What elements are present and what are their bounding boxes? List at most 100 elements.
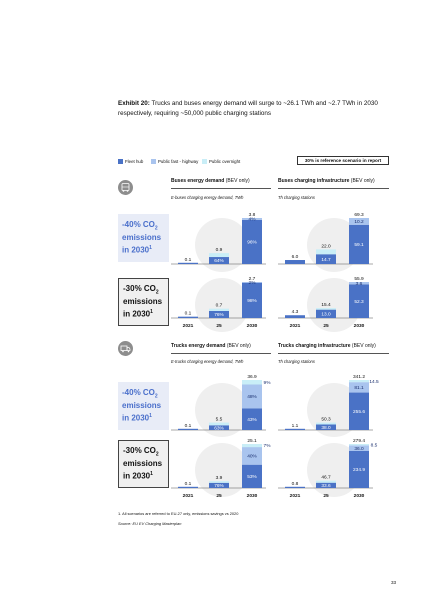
buses-infra-title-text: Buses charging infrastructure bbox=[278, 178, 350, 184]
bar-segment-overnight bbox=[209, 481, 229, 483]
bar-segment-fleet bbox=[349, 224, 369, 264]
bar-total-label: 0.1 bbox=[185, 423, 192, 429]
buses-demand-title-text: Buses energy demand bbox=[171, 178, 225, 184]
bar-segment-overnight bbox=[209, 253, 229, 258]
x-tick-label: 25 bbox=[216, 323, 222, 329]
bar-segment-overnight bbox=[316, 308, 336, 310]
bar-total-label: 279.4 bbox=[353, 438, 365, 444]
legend-swatch-fast bbox=[151, 159, 156, 164]
bar-segment-overnight bbox=[316, 480, 336, 483]
bar-segment-fleet bbox=[316, 424, 336, 430]
bar-label-fleet: 98% bbox=[247, 298, 257, 304]
bar-total-label: 46.7 bbox=[321, 475, 331, 481]
buses-demand-subtitle: E-buses charging energy demand, TWh bbox=[171, 195, 244, 200]
divider bbox=[278, 188, 389, 189]
bar-segment-fleet bbox=[316, 309, 336, 318]
buses-infra-unit: (BEV only) bbox=[350, 178, 375, 184]
bar-label-fleet: 59.1 bbox=[354, 242, 364, 248]
bar-segment-fleet bbox=[242, 408, 262, 430]
page-number: 33 bbox=[391, 580, 397, 585]
bar-segment-fleet bbox=[209, 257, 229, 264]
bar-segment-fleet bbox=[285, 315, 305, 318]
bar-segment-fleet bbox=[209, 482, 229, 488]
x-tick-label: 2030 bbox=[247, 323, 258, 329]
legend-label-overnight: Public overnight bbox=[209, 159, 241, 164]
x-tick-label: 25 bbox=[323, 323, 329, 329]
bar-total-label: 15.4 bbox=[321, 302, 331, 308]
bar-total-label: 50.3 bbox=[321, 417, 331, 423]
bar-segment-fleet bbox=[285, 486, 305, 488]
bar-label-fleet: 53% bbox=[247, 474, 257, 480]
x-tick-label: 2030 bbox=[354, 493, 365, 499]
divider bbox=[171, 188, 271, 189]
trucks-demand-title-text: Trucks energy demand bbox=[171, 343, 226, 349]
divider bbox=[278, 353, 389, 354]
bar-segment-overnight bbox=[316, 249, 336, 255]
bar-label-fleet: 63% bbox=[214, 425, 224, 431]
bar-label-fleet: 64% bbox=[214, 258, 224, 264]
bar-segment-fleet bbox=[209, 425, 229, 430]
bar-label-fleet: 43% bbox=[247, 417, 257, 423]
bar-segment-fast bbox=[242, 218, 262, 220]
trucks-demand-title: Trucks energy demand (BEV only) bbox=[171, 343, 251, 349]
bar-label-fast: 40% bbox=[247, 454, 257, 460]
bar-total-label: 0.8 bbox=[292, 481, 299, 487]
trucks-demand-subtitle: E-trucks charging energy demand, TWh bbox=[171, 359, 244, 364]
trucks-infra-unit: (BEV only) bbox=[351, 343, 376, 349]
bar-label-overnight: 14.5 bbox=[369, 379, 379, 385]
bar-total-label: 2.7 bbox=[249, 276, 256, 282]
buses-infra-title: Buses charging infrastructure (BEV only) bbox=[278, 178, 375, 184]
x-tick-label: 25 bbox=[216, 493, 222, 499]
bar-label-fast: 48% bbox=[247, 394, 257, 400]
background-circle bbox=[307, 278, 361, 332]
bar-label-fleet: 234.9 bbox=[353, 467, 365, 473]
scenario-label-30-buses: -30% CO2 emissions in 20301 bbox=[118, 278, 169, 326]
bar-segment-fast bbox=[349, 218, 369, 225]
bus-icon bbox=[118, 180, 133, 195]
bar-segment-fleet bbox=[178, 316, 198, 318]
bar-segment-fast bbox=[349, 382, 369, 393]
trucks-infra-title: Trucks charging infrastructure (BEV only… bbox=[278, 343, 376, 349]
bar-label-fast: 2% bbox=[249, 280, 257, 286]
bar-segment-fleet bbox=[209, 310, 229, 318]
bar-total-label: 69.3 bbox=[354, 212, 364, 218]
x-tick-label: 25 bbox=[323, 493, 329, 499]
bar-segment-overnight bbox=[349, 444, 369, 446]
bar-label-fast: 36.0 bbox=[354, 446, 364, 452]
bar-total-label: 5.5 bbox=[216, 417, 223, 423]
bar-total-label: 25.1 bbox=[247, 438, 257, 444]
bar-segment-fleet bbox=[349, 450, 369, 488]
background-circle bbox=[195, 383, 249, 437]
bar-label-fleet: 76% bbox=[214, 483, 224, 489]
bar-label-fast: 10.2 bbox=[354, 219, 364, 225]
bar-total-label: 6.0 bbox=[292, 254, 299, 260]
bar-segment-fast bbox=[242, 447, 262, 465]
source-note: Source: EU EV Charging Masterplan bbox=[118, 521, 182, 526]
bar-total-label: 4.3 bbox=[292, 309, 299, 315]
exhibit-number: Exhibit 20: bbox=[118, 100, 150, 107]
truck-icon bbox=[118, 341, 133, 356]
bar-segment-fleet bbox=[316, 254, 336, 264]
bar-segment-fast bbox=[242, 282, 262, 283]
background-circle bbox=[195, 218, 249, 272]
bar-segment-fleet bbox=[285, 260, 305, 264]
x-tick-label: 2021 bbox=[183, 323, 194, 329]
bar-label-fleet: 76% bbox=[214, 312, 224, 318]
bar-total-label: 22.0 bbox=[321, 243, 331, 249]
bar-total-label: 3.9 bbox=[216, 475, 223, 481]
legend-swatch-fleet bbox=[118, 159, 123, 164]
buses-demand-title: Buses energy demand (BEV only) bbox=[171, 178, 250, 184]
footnote: 1. All scenarios are referred to EU-27 o… bbox=[118, 511, 239, 516]
bar-total-label: 0.9 bbox=[216, 247, 223, 253]
bar-segment-overnight bbox=[349, 380, 369, 383]
x-tick-label: 2030 bbox=[354, 323, 365, 329]
bar-segment-fleet bbox=[349, 392, 369, 430]
bar-segment-fleet bbox=[316, 482, 336, 488]
bar-label-fleet: 13.0 bbox=[321, 312, 331, 318]
bar-segment-fleet bbox=[178, 428, 198, 430]
bar-segment-fast bbox=[242, 384, 262, 409]
legend-label-fleet: Fleet hub bbox=[125, 159, 144, 164]
bar-label-overnight: 9% bbox=[264, 380, 272, 386]
bar-segment-overnight bbox=[209, 308, 229, 311]
